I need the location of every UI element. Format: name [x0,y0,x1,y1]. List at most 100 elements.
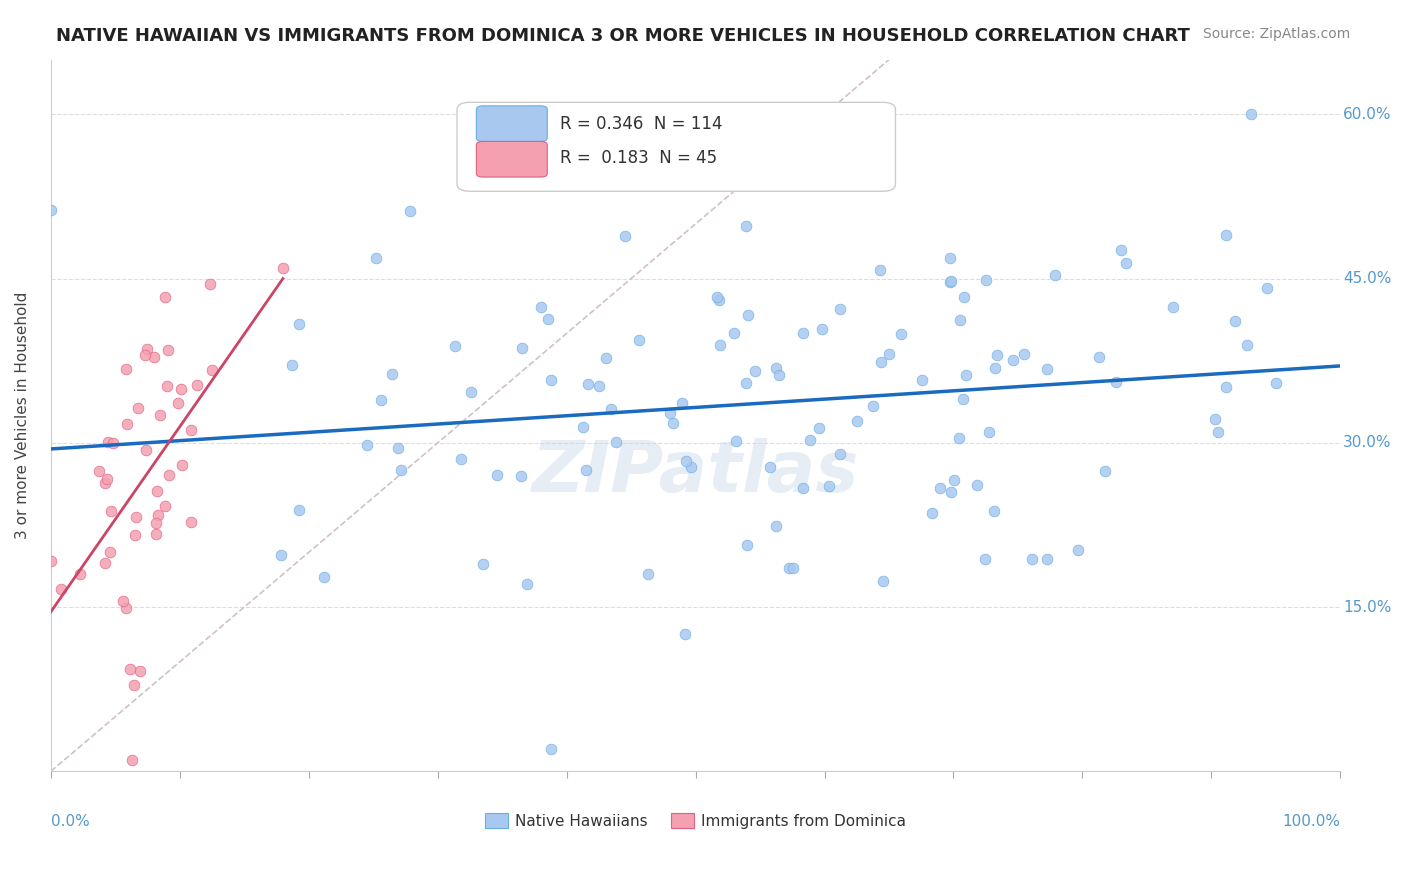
Point [69,566,91,581]
Point [869,263,891,277]
Point [671,396,693,410]
Point [939,274,962,288]
Text: Source: ZipAtlas.com: Source: ZipAtlas.com [1202,27,1350,41]
Point [734,219,756,233]
Point [111,594,134,608]
Point [977,425,1000,440]
Point [709,338,731,352]
Point [166,396,188,410]
Point [1043,268,1066,283]
Point [681,460,703,475]
Point [391,463,413,477]
Point [588,378,610,392]
Point [170,458,193,472]
Point [472,557,495,571]
Point [1215,380,1237,394]
Point [157,343,180,357]
Point [127,401,149,415]
Point [145,516,167,531]
Point [1236,337,1258,351]
Point [811,322,834,336]
Text: ZIPatlas: ZIPatlas [531,438,859,507]
Point [872,574,894,588]
Point [1161,301,1184,315]
Point [356,437,378,451]
Point [782,561,804,575]
Point [370,392,392,407]
Point [595,351,617,366]
Point [485,468,508,483]
Point [662,416,685,430]
Point [537,311,560,326]
Point [1088,350,1111,364]
Point [1109,243,1132,257]
Point [792,481,814,495]
Point [659,406,682,420]
Point [724,434,747,448]
Point [450,451,472,466]
Point [540,742,562,756]
Point [1239,107,1261,121]
Point [1067,543,1090,558]
Point [734,376,756,390]
Point [1036,362,1059,376]
Point [737,308,759,322]
Point [186,378,208,392]
Point [148,508,170,523]
Point [366,251,388,265]
Point [157,468,180,483]
Point [97,435,120,450]
Point [146,483,169,498]
Text: 15.0%: 15.0% [1343,599,1392,615]
Point [675,454,697,468]
Point [1206,425,1229,439]
Point [381,367,404,381]
Point [444,339,467,353]
Point [955,368,977,383]
Y-axis label: 3 or more Vehicles in Household: 3 or more Vehicles in Household [15,292,30,539]
Point [952,392,974,407]
Point [121,753,143,767]
Point [983,504,1005,518]
Point [928,481,950,495]
Point [281,359,304,373]
Point [765,519,787,533]
Point [288,502,311,516]
Point [114,361,136,376]
Point [943,473,966,487]
Point [201,362,224,376]
Point [153,290,176,304]
Point [49,582,72,596]
Point [986,348,1008,362]
Point [846,414,869,428]
Text: 45.0%: 45.0% [1343,271,1392,286]
Point [1105,375,1128,389]
Point [948,431,970,445]
Point [966,478,988,492]
Point [974,551,997,566]
Point [115,417,138,432]
Point [1012,347,1035,361]
Text: 100.0%: 100.0% [1282,814,1340,829]
Point [575,463,598,477]
Point [792,326,814,340]
Point [941,484,963,499]
Point [101,436,124,450]
Text: 0.0%: 0.0% [51,814,90,829]
Point [540,373,562,387]
Point [170,382,193,396]
Point [984,361,1007,376]
Point [198,277,221,292]
Point [94,556,117,570]
Text: R =  0.183  N = 45: R = 0.183 N = 45 [560,149,717,167]
Point [288,318,311,332]
Text: NATIVE HAWAIIAN VS IMMIGRANTS FROM DOMINICA 3 OR MORE VEHICLES IN HOUSEHOLD CORR: NATIVE HAWAIIAN VS IMMIGRANTS FROM DOMIN… [56,27,1189,45]
Point [673,627,696,641]
Point [949,312,972,326]
Point [723,326,745,341]
Point [869,354,891,368]
Point [706,290,728,304]
Point [862,399,884,413]
Point [765,361,787,376]
Point [510,342,533,356]
